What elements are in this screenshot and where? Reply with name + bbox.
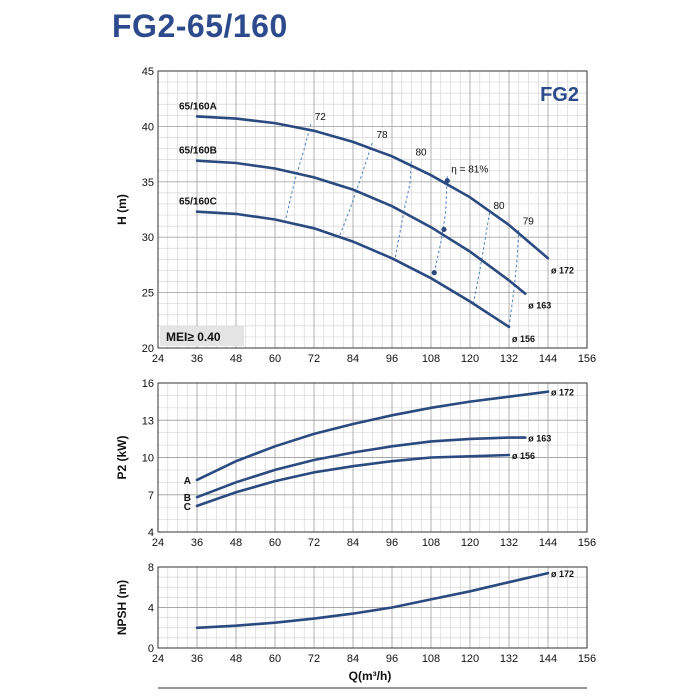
y-tick-label: 20	[142, 343, 154, 355]
series-name-label: B	[184, 493, 191, 504]
efficiency-label: 80	[494, 201, 506, 212]
y-tick-label: 13	[142, 415, 154, 427]
series-line	[195, 115, 550, 260]
x-axis-label: Q(m³/h)	[349, 669, 392, 683]
x-tick-label: 24	[152, 353, 164, 365]
x-tick-label: 120	[461, 653, 479, 665]
y-tick-label: 45	[142, 66, 154, 78]
series-line	[195, 571, 550, 630]
series-name-label: 65/160B	[179, 146, 217, 157]
x-tick-label: 84	[347, 353, 359, 365]
series-end-label: ø 172	[551, 569, 574, 579]
efficiency-label: 72	[315, 112, 327, 123]
y-axis-label: P2 (kW)	[115, 435, 129, 479]
efficiency-curve	[508, 228, 520, 327]
y-tick-label: 16	[142, 378, 154, 390]
series-name-label: 65/160C	[179, 197, 217, 208]
x-tick-label: 84	[347, 537, 359, 549]
x-tick-label: 108	[422, 653, 440, 665]
x-tick-label: 84	[347, 653, 359, 665]
y-axis-label: NPSH (m)	[115, 580, 129, 635]
series-line	[195, 210, 511, 329]
series-name-label: C	[184, 502, 191, 513]
y-tick-label: 4	[148, 527, 154, 539]
y-tick-label: 10	[142, 453, 154, 465]
x-tick-label: 72	[308, 653, 320, 665]
x-tick-label: 120	[461, 353, 479, 365]
efficiency-point	[444, 178, 450, 184]
series-line	[195, 390, 550, 482]
series-line	[195, 159, 527, 295]
series-line	[195, 453, 511, 508]
x-tick-label: 48	[230, 653, 242, 665]
efficiency-label: 78	[377, 130, 389, 141]
x-tick-label: 48	[230, 353, 242, 365]
efficiency-label: 79	[523, 216, 535, 227]
efficiency-curve	[284, 124, 312, 223]
x-tick-label: 48	[230, 537, 242, 549]
efficiency-curve	[394, 159, 412, 258]
x-tick-label: 60	[269, 353, 281, 365]
x-tick-label: 96	[386, 353, 398, 365]
y-tick-label: 4	[148, 603, 154, 615]
x-tick-label: 36	[191, 537, 203, 549]
x-tick-label: 132	[500, 653, 518, 665]
series-end-label: ø 172	[551, 388, 574, 398]
x-tick-label: 108	[422, 353, 440, 365]
x-tick-label: 132	[500, 537, 518, 549]
series-end-label: ø 163	[528, 301, 551, 311]
y-tick-label: 25	[142, 288, 154, 300]
x-tick-label: 36	[191, 353, 203, 365]
x-tick-label: 132	[500, 353, 518, 365]
mei-badge-background	[160, 326, 244, 346]
y-tick-label: 0	[148, 643, 154, 655]
y-tick-label: 30	[142, 232, 154, 244]
x-tick-label: 72	[308, 537, 320, 549]
x-tick-label: 156	[578, 353, 596, 365]
x-tick-label: 108	[422, 537, 440, 549]
series-end-label: ø 163	[528, 434, 551, 444]
x-tick-label: 96	[386, 537, 398, 549]
x-tick-label: 72	[308, 353, 320, 365]
x-tick-label: 60	[269, 653, 281, 665]
efficiency-curve	[339, 141, 373, 236]
mei-badge: MEI≥ 0.40	[166, 330, 221, 344]
x-tick-label: 144	[539, 653, 557, 665]
x-tick-label: 144	[539, 537, 557, 549]
x-tick-label: 24	[152, 653, 164, 665]
y-axis-label: H (m)	[115, 194, 129, 225]
x-tick-label: 36	[191, 653, 203, 665]
series-end-label: ø 156	[512, 334, 535, 344]
series-end-label: ø 172	[551, 265, 574, 275]
series-badge: FG2	[540, 84, 579, 106]
x-tick-label: 24	[152, 537, 164, 549]
x-tick-label: 60	[269, 537, 281, 549]
y-tick-label: 40	[142, 121, 154, 133]
efficiency-curve	[472, 212, 490, 304]
page-title: FG2-65/160	[112, 8, 288, 44]
series-name-label: A	[184, 476, 191, 487]
plot-frame	[157, 382, 588, 533]
plot-frame	[157, 70, 588, 349]
efficiency-label: 80	[416, 148, 428, 159]
x-tick-label: 120	[461, 537, 479, 549]
y-tick-label: 35	[142, 177, 154, 189]
x-tick-label: 144	[539, 353, 557, 365]
efficiency-point	[431, 270, 437, 276]
x-tick-label: 96	[386, 653, 398, 665]
x-tick-label: 156	[578, 653, 596, 665]
series-line	[195, 436, 527, 499]
plot-frame	[157, 566, 588, 649]
series-end-label: ø 156	[512, 451, 535, 461]
efficiency-label: η = 81%	[451, 164, 488, 175]
efficiency-point	[441, 226, 447, 233]
y-tick-label: 7	[148, 490, 154, 502]
y-tick-label: 8	[148, 562, 154, 574]
series-name-label: 65/160A	[179, 101, 217, 112]
x-tick-label: 156	[578, 537, 596, 549]
